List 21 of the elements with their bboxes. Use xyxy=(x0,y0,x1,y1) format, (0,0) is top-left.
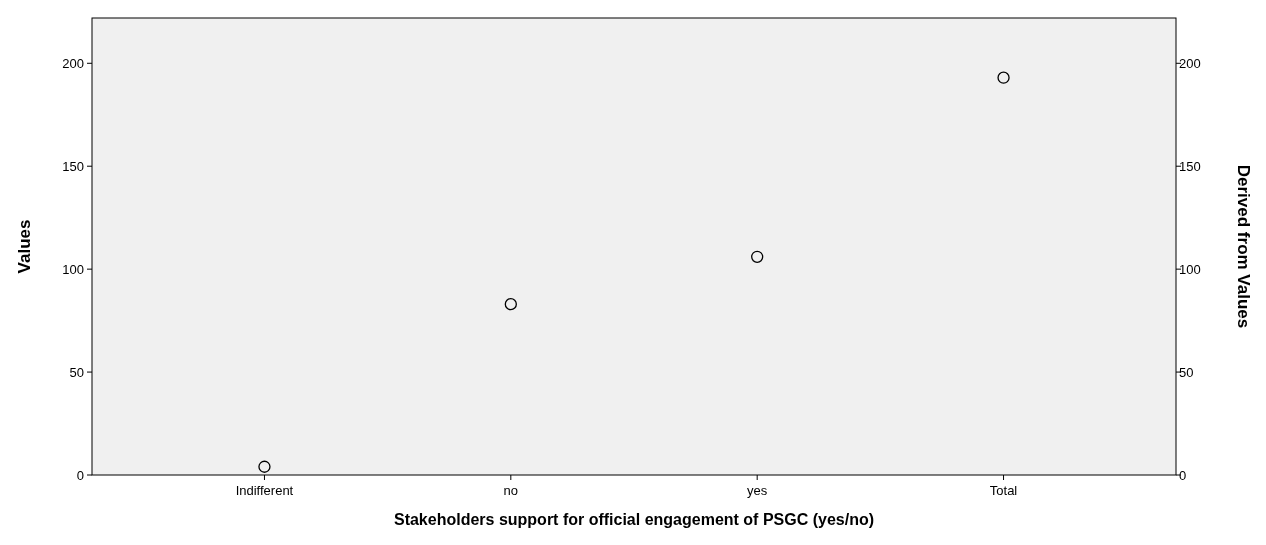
point xyxy=(258,460,271,473)
y-tick-label: 100 xyxy=(62,261,84,277)
x-axis-title: Stakeholders support for official engagement of PSGC (yes/no) xyxy=(393,511,875,528)
x-tick-label: Total xyxy=(989,483,1018,498)
y2-tick-label: 150 xyxy=(1179,158,1201,174)
y2-tick-label: 0 xyxy=(1179,467,1187,483)
x-tick-label: no xyxy=(503,483,519,498)
y2-axis-title: Derived from Values xyxy=(1234,164,1253,329)
y2-tick-label: 200 xyxy=(1179,55,1201,71)
point xyxy=(751,250,764,263)
y-axis-title: Values xyxy=(15,219,34,274)
x-tick-label: yes xyxy=(747,483,768,498)
point xyxy=(504,297,517,311)
y-tick-label: 150 xyxy=(62,158,84,174)
point xyxy=(997,71,1010,84)
y2-tick-label: 50 xyxy=(1179,364,1194,380)
y2-tick-label: 100 xyxy=(1179,261,1201,277)
y-tick-label: 200 xyxy=(62,55,84,71)
y-tick-label: 0 xyxy=(76,467,84,483)
y-tick-label: 50 xyxy=(69,364,84,380)
x-tick-label: Indifferent xyxy=(235,483,294,498)
